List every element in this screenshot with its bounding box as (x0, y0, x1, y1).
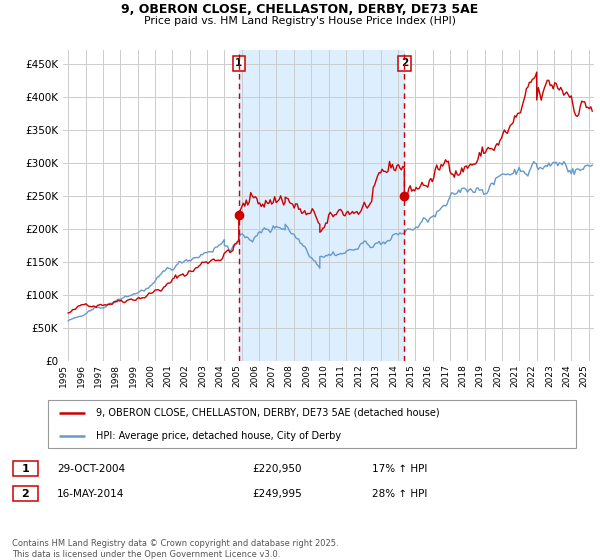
Text: 2007: 2007 (268, 364, 277, 387)
Text: 2025: 2025 (580, 364, 589, 387)
Text: 28% ↑ HPI: 28% ↑ HPI (372, 489, 427, 499)
Text: 2000: 2000 (146, 364, 155, 387)
Text: Contains HM Land Registry data © Crown copyright and database right 2025.
This d: Contains HM Land Registry data © Crown c… (12, 539, 338, 559)
Text: 1999: 1999 (128, 364, 137, 387)
Text: 2018: 2018 (458, 364, 467, 387)
Text: 2021: 2021 (511, 364, 520, 387)
Text: 2005: 2005 (233, 364, 242, 387)
Text: 17% ↑ HPI: 17% ↑ HPI (372, 464, 427, 474)
Text: 1: 1 (235, 58, 242, 68)
Text: 1: 1 (22, 464, 29, 474)
Text: 2023: 2023 (545, 364, 554, 387)
Text: 2002: 2002 (181, 364, 190, 387)
Bar (239, 50, 404, 361)
Text: 2013: 2013 (371, 364, 380, 387)
Text: 9, OBERON CLOSE, CHELLASTON, DERBY, DE73 5AE (detached house): 9, OBERON CLOSE, CHELLASTON, DERBY, DE73… (95, 408, 439, 418)
Text: 1998: 1998 (111, 364, 120, 387)
Text: £249,995: £249,995 (252, 489, 302, 499)
Text: 2012: 2012 (354, 364, 363, 387)
Text: 2008: 2008 (285, 364, 294, 387)
Text: 2015: 2015 (406, 364, 415, 387)
Text: Price paid vs. HM Land Registry's House Price Index (HPI): Price paid vs. HM Land Registry's House … (144, 16, 456, 26)
Text: 2019: 2019 (476, 364, 485, 387)
Text: 2022: 2022 (528, 364, 537, 386)
Text: HPI: Average price, detached house, City of Derby: HPI: Average price, detached house, City… (95, 431, 341, 441)
Text: 1997: 1997 (94, 364, 103, 387)
Text: 2003: 2003 (198, 364, 207, 387)
Text: 2020: 2020 (493, 364, 502, 387)
Text: £220,950: £220,950 (252, 464, 302, 474)
Text: 2017: 2017 (441, 364, 450, 387)
Text: 2024: 2024 (562, 364, 571, 386)
Text: 9, OBERON CLOSE, CHELLASTON, DERBY, DE73 5AE: 9, OBERON CLOSE, CHELLASTON, DERBY, DE73… (121, 3, 479, 16)
Text: 2004: 2004 (215, 364, 224, 387)
Text: 2010: 2010 (320, 364, 329, 387)
Text: 16-MAY-2014: 16-MAY-2014 (57, 489, 124, 499)
Text: 2016: 2016 (424, 364, 433, 387)
Text: 1996: 1996 (77, 364, 86, 387)
Text: 2011: 2011 (337, 364, 346, 387)
Text: 1995: 1995 (59, 364, 68, 387)
Text: 2001: 2001 (163, 364, 172, 387)
Text: 2: 2 (22, 489, 29, 499)
Text: 29-OCT-2004: 29-OCT-2004 (57, 464, 125, 474)
Text: 2014: 2014 (389, 364, 398, 387)
Text: 2006: 2006 (250, 364, 259, 387)
Text: 2: 2 (401, 58, 408, 68)
Text: 2009: 2009 (302, 364, 311, 387)
